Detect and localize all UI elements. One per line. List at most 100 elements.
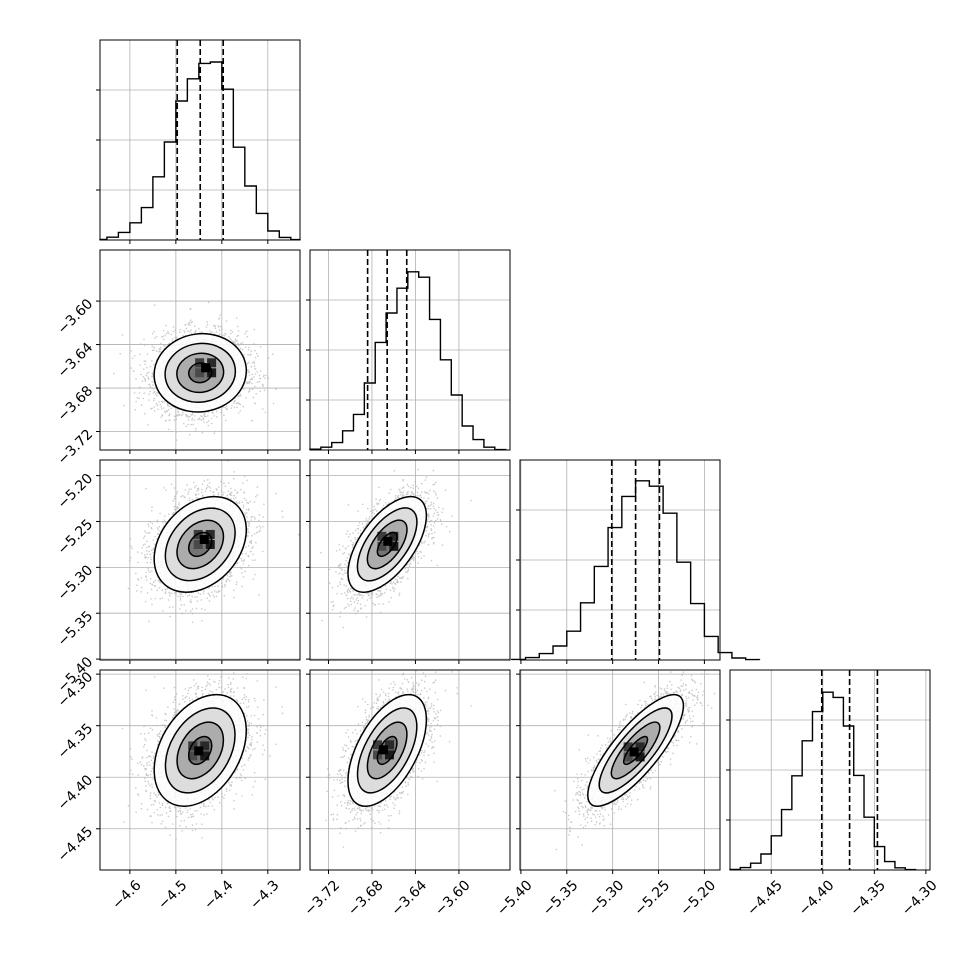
histogram-bin [430, 319, 441, 450]
y-tick-label: −5.35 [55, 608, 97, 650]
histogram-bin [704, 636, 718, 660]
y-tick-label: −4.45 [55, 824, 97, 866]
contour-line [153, 495, 248, 593]
density-cell [635, 742, 645, 752]
x-tick-label: −4.3 [247, 877, 282, 912]
histogram-bin [792, 776, 802, 870]
density-cell [194, 746, 204, 756]
x-tick-label: −5.40 [494, 877, 536, 919]
x-tick-label: −5.20 [677, 877, 719, 919]
density-cell [385, 750, 394, 760]
histogram-bin [761, 854, 771, 870]
density-cell [623, 742, 633, 752]
contour-line [187, 735, 213, 766]
histogram-bin [691, 604, 705, 660]
histogram-bin [130, 223, 141, 240]
density-cell [373, 740, 382, 750]
density-cell [201, 363, 211, 373]
density-cell [629, 747, 639, 757]
contour-line [164, 707, 236, 794]
panel-frame [99, 669, 301, 871]
contour-line [176, 352, 225, 394]
histogram-bin [268, 231, 279, 240]
density-cell [200, 751, 210, 761]
y-tick-label: −4.40 [55, 772, 97, 814]
histogram-bin [874, 847, 884, 870]
histogram-bin [210, 62, 221, 240]
density-cell [205, 529, 215, 539]
histogram-bin [153, 177, 164, 240]
density-cell [379, 745, 388, 755]
x-tick-label: −4.6 [109, 877, 144, 912]
density-cell [383, 536, 393, 546]
histogram-panel [511, 459, 761, 664]
x-tick-label: −4.30 [899, 877, 941, 919]
y-tick-label: −4.35 [55, 721, 97, 763]
histogram-bin [375, 342, 386, 450]
histogram-bin [187, 79, 198, 240]
panel-content [325, 670, 472, 848]
histogram-bin [462, 426, 473, 450]
histogram-bin [649, 486, 663, 660]
panel-content [554, 670, 716, 851]
histogram-bin [677, 562, 691, 660]
histogram-bin [539, 654, 553, 660]
x-tick-label: −4.5 [155, 877, 190, 912]
density-cell [207, 358, 217, 368]
contour-panel [96, 249, 301, 454]
histogram-bin [608, 528, 622, 660]
contour-panel [96, 459, 301, 664]
histogram-bin [364, 383, 375, 450]
density-cell [385, 740, 394, 750]
contour-line [176, 519, 225, 570]
contour-line [587, 693, 685, 807]
x-tick-label: −3.60 [432, 877, 474, 919]
x-tick-label: −3.64 [388, 877, 430, 919]
histogram-bin [833, 697, 843, 870]
histogram-bin [256, 213, 267, 240]
histogram-bin [802, 741, 812, 870]
panel-frame [309, 669, 511, 871]
histogram-bin [222, 89, 233, 240]
panel-content [320, 468, 472, 629]
panel-frame [309, 249, 511, 451]
histogram-panel [726, 669, 931, 874]
histogram-bin [622, 496, 636, 660]
contour-line [356, 707, 418, 794]
histogram-bin [473, 440, 484, 450]
y-tick-label: −3.72 [55, 427, 97, 469]
histogram-bin [118, 232, 129, 240]
density-cell [377, 531, 387, 541]
y-tick-label: −5.25 [55, 516, 97, 558]
contour-line [187, 362, 213, 384]
histogram-bin [332, 443, 343, 450]
histogram-bin [451, 395, 462, 450]
density-cell [200, 741, 210, 751]
contour-line [356, 507, 418, 582]
histogram-steps [309, 271, 507, 451]
x-tick-label: −3.72 [302, 877, 344, 919]
y-tick-label: −3.68 [55, 383, 97, 425]
density-cell [199, 534, 209, 544]
x-tick-label: −4.45 [744, 877, 786, 919]
histogram-steps [729, 691, 917, 871]
panel-content [113, 301, 278, 441]
histogram-panel [96, 39, 301, 244]
histogram-steps [99, 61, 301, 241]
contour-line [153, 693, 248, 807]
contour-line [164, 507, 236, 582]
histogram-bin [353, 414, 364, 450]
density-cell [389, 531, 399, 541]
histogram-bin [581, 603, 595, 660]
histogram-bin [636, 481, 650, 660]
panel-frame [99, 39, 301, 241]
density-cell [205, 539, 215, 549]
histogram-bin [843, 726, 853, 870]
y-tick-label: −3.64 [55, 339, 97, 381]
density-cell [377, 541, 387, 551]
histogram-bin [419, 277, 430, 450]
y-tick-label: −5.20 [55, 471, 97, 513]
x-tick-label: −5.30 [586, 877, 628, 919]
density-cell [635, 752, 645, 762]
